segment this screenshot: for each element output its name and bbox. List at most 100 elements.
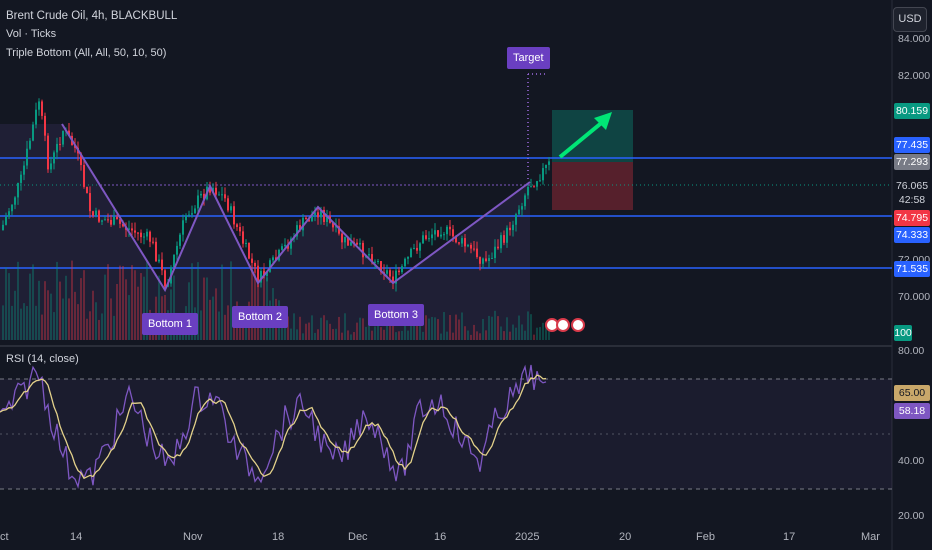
- volume-bar: [140, 273, 142, 340]
- bottom-1-callout[interactable]: Bottom 1: [142, 313, 199, 335]
- candle-body: [272, 257, 274, 261]
- volume-bar: [440, 333, 442, 340]
- candle-body: [302, 217, 304, 231]
- volume-bar: [479, 333, 481, 340]
- take-profit-tag: 80.159: [894, 103, 930, 119]
- volume-bar: [53, 312, 55, 340]
- volume-bar: [89, 311, 91, 340]
- candle-body: [497, 246, 499, 249]
- volume-bar: [353, 332, 355, 340]
- us-flag-icon[interactable]: [556, 318, 570, 332]
- candle-body: [401, 266, 403, 273]
- candle-body: [29, 140, 31, 149]
- volume-bar: [446, 331, 448, 340]
- volume-bar: [80, 278, 82, 340]
- us-flag-icon[interactable]: [571, 318, 585, 332]
- candle-body: [317, 212, 319, 218]
- candle-body: [215, 187, 217, 195]
- candle-body: [470, 244, 472, 249]
- volume-bar: [26, 306, 28, 340]
- time-axis-label: 20: [619, 531, 632, 543]
- volume-bar: [65, 275, 67, 340]
- volume-bar: [146, 260, 148, 340]
- candle-body: [284, 244, 286, 247]
- volume-bar: [449, 314, 451, 340]
- volume-bar: [263, 263, 265, 340]
- volume-bar: [497, 316, 499, 340]
- candle-body: [182, 220, 184, 235]
- candle-body: [500, 235, 502, 249]
- candle-body: [518, 209, 520, 215]
- candle-body: [338, 226, 340, 234]
- bottom-2-callout[interactable]: Bottom 2: [232, 306, 289, 328]
- candle-body: [5, 216, 7, 225]
- candle-body: [110, 219, 112, 225]
- candle-body: [209, 186, 211, 193]
- candle-body: [482, 258, 484, 264]
- candle-body: [455, 236, 457, 243]
- volume-bar: [212, 296, 214, 340]
- rsi-legend[interactable]: RSI (14, close): [6, 353, 79, 365]
- volume-bar: [35, 305, 37, 340]
- candle-body: [191, 213, 193, 215]
- time-axis-label: 14: [70, 531, 83, 543]
- candle-body: [269, 260, 271, 272]
- rsi-line: [0, 364, 547, 489]
- candle-body: [350, 242, 352, 246]
- candle-body: [224, 194, 226, 199]
- candle-body: [476, 248, 478, 258]
- volume-bar: [422, 331, 424, 340]
- volume-bar: [59, 281, 61, 340]
- volume-bar: [224, 314, 226, 340]
- volume-bar: [392, 320, 394, 340]
- volume-bar: [536, 327, 538, 340]
- volume-bar: [74, 291, 76, 340]
- volume-bar: [356, 322, 358, 340]
- volume-bar: [542, 322, 544, 340]
- candle-body: [8, 211, 10, 217]
- bottom-3-callout[interactable]: Bottom 3: [368, 304, 425, 326]
- candle-body: [137, 232, 139, 234]
- volume-bar: [38, 280, 40, 340]
- target-callout[interactable]: Target: [507, 47, 550, 69]
- volume-bar: [506, 317, 508, 340]
- volume-bar: [122, 266, 124, 340]
- candle-body: [89, 193, 91, 212]
- volume-bar: [473, 324, 475, 340]
- candle-body: [248, 243, 250, 259]
- candle-body: [290, 238, 292, 249]
- candle-body: [62, 130, 64, 145]
- candle-body: [308, 219, 310, 222]
- candle-body: [59, 143, 61, 145]
- candle-body: [260, 270, 262, 283]
- volume-bar: [434, 317, 436, 340]
- volume-bar: [197, 262, 199, 340]
- candle-body: [464, 238, 466, 247]
- volume-bar: [92, 290, 94, 340]
- candle-body: [2, 224, 4, 230]
- volume-bar: [296, 329, 298, 340]
- volume-legend[interactable]: Vol · Ticks: [6, 28, 57, 40]
- candle-body: [149, 231, 151, 242]
- candle-body: [431, 234, 433, 239]
- candle-body: [326, 216, 328, 222]
- candle-body: [41, 101, 43, 116]
- volume-bar: [320, 317, 322, 340]
- volume-bar: [137, 286, 139, 340]
- candle-body: [155, 241, 157, 262]
- indicator-legend[interactable]: Triple Bottom (All, All, 50, 10, 50): [6, 47, 167, 59]
- volume-bar: [17, 261, 19, 340]
- candle-body: [398, 270, 400, 273]
- candle-body: [152, 241, 154, 243]
- candle-body: [449, 226, 451, 230]
- candle-body: [323, 209, 325, 222]
- candle-body: [23, 165, 25, 175]
- currency-button[interactable]: USD: [893, 7, 927, 32]
- volume-bar: [395, 332, 397, 340]
- candle-body: [245, 243, 247, 245]
- candle-body: [287, 244, 289, 249]
- candle-body: [17, 182, 19, 198]
- candle-body: [503, 235, 505, 243]
- candle-body: [491, 258, 493, 260]
